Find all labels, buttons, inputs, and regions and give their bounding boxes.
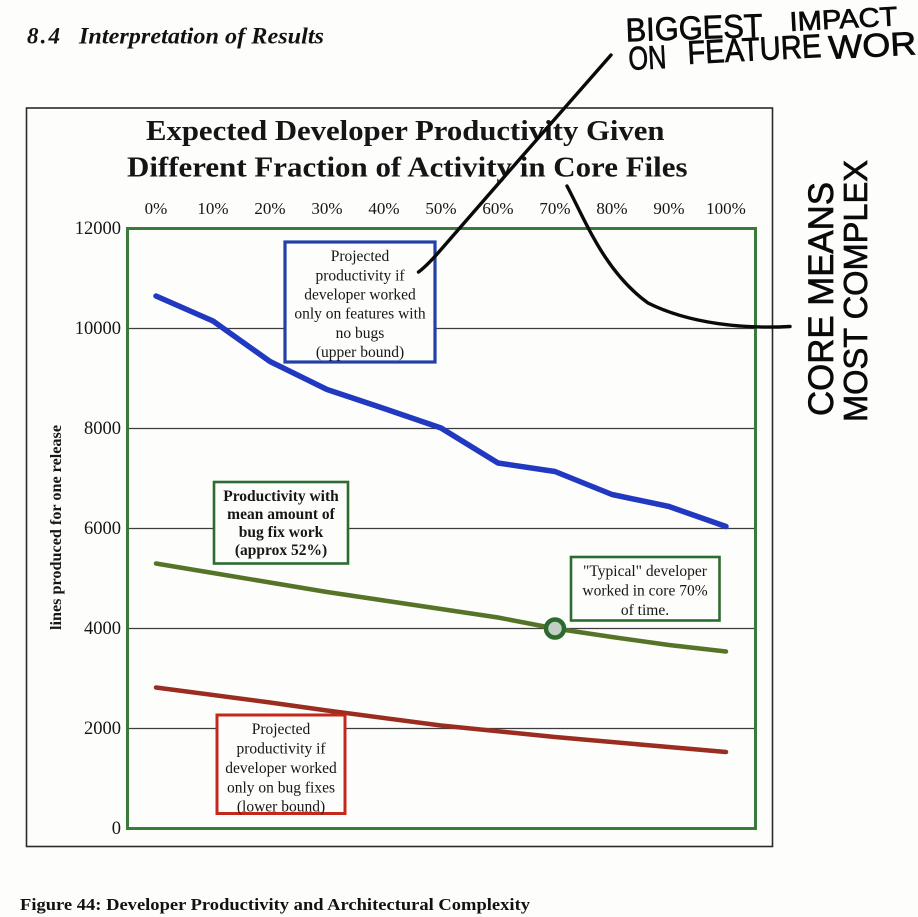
svg-text:10000: 10000 [75,319,121,339]
svg-text:Productivity with: Productivity with [223,488,339,505]
svg-text:30%: 30% [311,199,342,218]
svg-text:FEATURE: FEATURE [686,27,822,71]
svg-text:mean amount of: mean amount of [227,506,335,523]
svg-text:BIGGEST: BIGGEST [625,7,763,49]
svg-text:Different Fraction of Activity: Different Fraction of Activity in Core F… [127,153,688,184]
svg-text:developer worked: developer worked [225,760,337,777]
svg-text:(lower bound): (lower bound) [237,799,325,816]
svg-text:100%: 100% [706,199,746,218]
svg-text:80%: 80% [596,199,627,218]
svg-text:Interpretation of Results: Interpretation of Results [78,24,324,49]
svg-text:(approx 52%): (approx 52%) [235,542,327,559]
svg-text:Expected Developer Productivit: Expected Developer Productivity Given [146,116,665,147]
svg-text:Projected: Projected [331,248,390,265]
svg-text:6000: 6000 [84,519,121,539]
svg-text:WORK: WORK [827,23,918,66]
svg-text:(upper bound): (upper bound) [316,344,404,361]
svg-text:60%: 60% [482,199,513,218]
svg-text:developer worked: developer worked [304,287,416,304]
svg-text:productivity if: productivity if [236,741,326,758]
svg-text:ON: ON [627,38,667,77]
svg-text:bug fix work: bug fix work [239,524,324,541]
svg-text:40%: 40% [368,199,399,218]
svg-text:0: 0 [112,819,121,839]
svg-text:0%: 0% [145,199,168,218]
svg-text:70%: 70% [539,199,570,218]
svg-text:10%: 10% [197,199,228,218]
svg-text:4000: 4000 [84,619,121,639]
svg-text:8.4: 8.4 [27,24,60,49]
svg-text:Figure 44: Developer Productiv: Figure 44: Developer Productivity and Ar… [20,895,531,914]
svg-text:MOST COMPLEX: MOST COMPLEX [837,160,874,422]
svg-text:"Typical" developer: "Typical" developer [583,563,708,580]
svg-text:IMPACT: IMPACT [789,1,898,37]
svg-text:of time.: of time. [621,602,669,619]
svg-text:50%: 50% [425,199,456,218]
svg-text:no bugs: no bugs [336,325,385,342]
svg-text:12000: 12000 [75,219,121,239]
svg-text:2000: 2000 [84,719,121,739]
svg-text:Projected: Projected [252,721,311,738]
svg-text:only on bug fixes: only on bug fixes [227,780,335,797]
svg-text:CORE MEANS: CORE MEANS [802,182,841,416]
svg-text:only on features with: only on features with [294,306,426,323]
svg-text:8000: 8000 [84,419,121,439]
svg-text:worked in core 70%: worked in core 70% [582,583,707,600]
svg-text:lines produced for one release: lines produced for one release [47,425,65,630]
svg-text:90%: 90% [653,199,684,218]
svg-text:productivity if: productivity if [315,268,405,285]
svg-text:20%: 20% [254,199,285,218]
